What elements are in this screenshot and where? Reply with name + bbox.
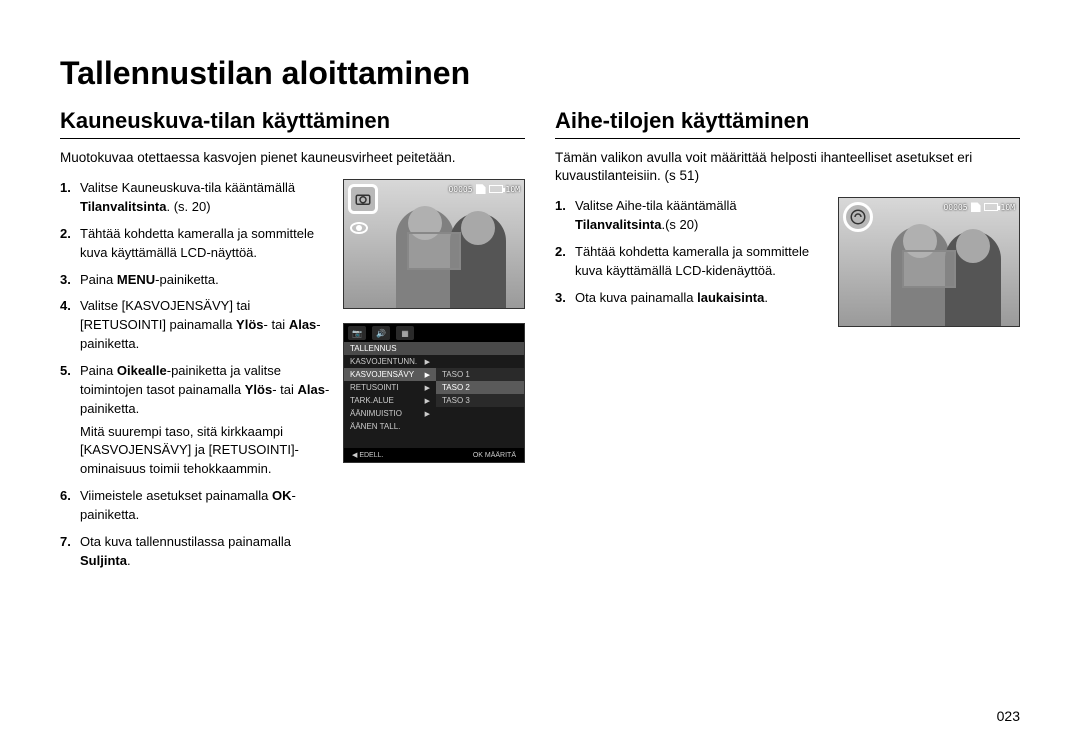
display-tab-icon: ▦ [396,326,414,340]
menu-sub: TASO 1 [436,368,524,381]
left-column: Kauneuskuva-tilan käyttäminen Muotokuvaa… [60,108,525,578]
menu-footer: EDELL. OK MÄÄRITÄ [344,448,524,462]
camera-tab-icon: 📷 [348,326,366,340]
photo-status: 00005 10M [943,202,1015,212]
menu-header: TALLENNUS [344,342,524,355]
battery-icon [984,203,998,211]
right-intro: Tämän valikon avulla voit määrittää help… [555,149,1020,185]
step-1: Valitse Aihe-tila kääntämällä Tilanvalit… [555,197,826,235]
menu-sub: TASO 3 [436,394,524,407]
menu-item: ÄÄNEN TALL. [344,420,436,433]
step-4: Valitse [KASVOJENSÄVY] tai [RETUSOINTI] … [60,297,331,354]
left-content: Valitse Kauneuskuva-tila kääntämällä Til… [60,179,525,578]
right-images: 00005 10M [838,197,1020,327]
sd-icon [476,184,486,194]
menu-items: KASVOJENTUNN.▶ KASVOJENSÄVY▶ RETUSOINTI▶… [344,355,436,448]
right-column: Aihe-tilojen käyttäminen Tämän valikon a… [555,108,1020,578]
step-7: Ota kuva tallennustilassa painamalla Sul… [60,533,331,571]
right-content: Valitse Aihe-tila kääntämällä Tilanvalit… [555,197,1020,327]
step-1: Valitse Kauneuskuva-tila kääntämällä Til… [60,179,331,217]
left-heading: Kauneuskuva-tilan käyttäminen [60,108,525,139]
menu-item: TARK.ALUE▶ [344,394,436,407]
step-5-note: Mitä suurempi taso, sitä kirkkaampi [KAS… [80,423,331,480]
step-2: Tähtää kohdetta kameralla ja sommittele … [555,243,826,281]
step-6: Viimeistele asetukset painamalla OK-pain… [60,487,331,525]
scene-mode-icon [843,202,873,232]
beauty-mode-icon [348,184,378,214]
camera-menu: 📷 🔊 ▦ TALLENNUS KASVOJENTUNN.▶ KASVOJENS… [343,323,525,463]
right-steps: Valitse Aihe-tila kääntämällä Tilanvalit… [555,197,826,327]
redeye-icon [350,222,368,234]
two-column-layout: Kauneuskuva-tilan käyttäminen Muotokuvaa… [60,108,1020,578]
step-3: Ota kuva painamalla laukaisinta. [555,289,826,308]
step-5: Paina Oikealle-painiketta ja valitse toi… [60,362,331,479]
left-images: 00005 10M 📷 🔊 ▦ TALLENNUS [343,179,525,578]
step-3: Paina MENU-painiketta. [60,271,331,290]
menu-item: ÄÄNIMUISTIO▶ [344,407,436,420]
scene-mode-preview: 00005 10M [838,197,1020,327]
menu-tabs: 📷 🔊 ▦ [344,324,524,342]
right-heading: Aihe-tilojen käyttäminen [555,108,1020,139]
battery-icon [489,185,503,193]
left-steps: Valitse Kauneuskuva-tila kääntämällä Til… [60,179,331,578]
beauty-mode-preview: 00005 10M [343,179,525,309]
sd-icon [971,202,981,212]
step-2: Tähtää kohdetta kameralla ja sommittele … [60,225,331,263]
left-intro: Muotokuvaa otettaessa kasvojen pienet ka… [60,149,525,167]
photo-status: 00005 10M [448,184,520,194]
sound-tab-icon: 🔊 [372,326,390,340]
menu-item: KASVOJENSÄVY▶ [344,368,436,381]
page-title: Tallennustilan aloittaminen [60,55,1020,92]
menu-item: RETUSOINTI▶ [344,381,436,394]
page-number: 023 [997,708,1020,724]
menu-submenu: TASO 1 TASO 2 TASO 3 [436,355,524,448]
menu-sub: TASO 2 [436,381,524,394]
menu-item: KASVOJENTUNN.▶ [344,355,436,368]
